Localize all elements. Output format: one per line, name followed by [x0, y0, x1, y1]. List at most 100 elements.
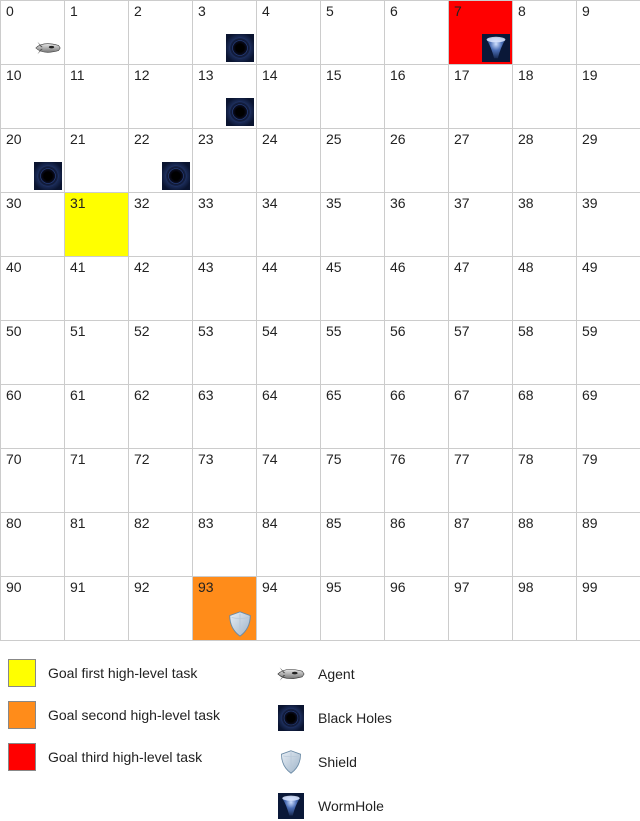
cell-number: 71 — [70, 451, 86, 467]
grid-cell: 30 — [1, 193, 65, 257]
grid-cell: 96 — [385, 577, 449, 641]
cell-number: 17 — [454, 67, 470, 83]
legend-row: WormHole — [276, 791, 392, 821]
cell-number: 25 — [326, 131, 342, 147]
cell-number: 23 — [198, 131, 214, 147]
cell-number: 78 — [518, 451, 534, 467]
grid-cell: 20 — [1, 129, 65, 193]
shield-icon — [226, 610, 254, 638]
cell-number: 48 — [518, 259, 534, 275]
grid-cell: 66 — [385, 385, 449, 449]
blackhole-icon — [276, 703, 306, 733]
cell-number: 81 — [70, 515, 86, 531]
grid-cell: 13 — [193, 65, 257, 129]
grid-cell: 31 — [65, 193, 129, 257]
cell-number: 87 — [454, 515, 470, 531]
shield-icon — [276, 747, 306, 777]
grid-cell: 21 — [65, 129, 129, 193]
cell-number: 56 — [390, 323, 406, 339]
grid-cell: 1 — [65, 1, 129, 65]
grid-cell: 27 — [449, 129, 513, 193]
cell-number: 92 — [134, 579, 150, 595]
cell-number: 55 — [326, 323, 342, 339]
cell-number: 26 — [390, 131, 406, 147]
grid-cell: 71 — [65, 449, 129, 513]
blackhole-icon — [226, 98, 254, 126]
grid-cell: 69 — [577, 385, 640, 449]
grid-cell: 49 — [577, 257, 640, 321]
grid-cell: 12 — [129, 65, 193, 129]
grid-cell: 5 — [321, 1, 385, 65]
grid-cell: 50 — [1, 321, 65, 385]
grid-cell: 0 — [1, 1, 65, 65]
legend-row: Agent — [276, 659, 392, 689]
grid-cell: 10 — [1, 65, 65, 129]
grid-cell: 64 — [257, 385, 321, 449]
grid-cell: 79 — [577, 449, 640, 513]
grid-cell: 37 — [449, 193, 513, 257]
legend-label: Agent — [318, 666, 355, 682]
grid-cell: 99 — [577, 577, 640, 641]
cell-number: 62 — [134, 387, 150, 403]
cell-number: 10 — [6, 67, 22, 83]
grid-cell: 7 — [449, 1, 513, 65]
grid: 0 123 4567 8910111213 — [0, 0, 640, 641]
legend-swatch — [8, 701, 36, 729]
cell-number: 4 — [262, 3, 270, 19]
grid-cell: 70 — [1, 449, 65, 513]
legend-row: Shield — [276, 747, 392, 777]
cell-number: 34 — [262, 195, 278, 211]
cell-number: 88 — [518, 515, 534, 531]
cell-number: 91 — [70, 579, 86, 595]
cell-number: 39 — [582, 195, 598, 211]
grid-cell: 14 — [257, 65, 321, 129]
grid-cell: 38 — [513, 193, 577, 257]
cell-number: 31 — [70, 195, 86, 211]
cell-number: 42 — [134, 259, 150, 275]
cell-number: 65 — [326, 387, 342, 403]
cell-number: 70 — [6, 451, 22, 467]
grid-cell: 80 — [1, 513, 65, 577]
cell-number: 47 — [454, 259, 470, 275]
grid-cell: 8 — [513, 1, 577, 65]
cell-number: 90 — [6, 579, 22, 595]
cell-number: 53 — [198, 323, 214, 339]
cell-number: 66 — [390, 387, 406, 403]
cell-number: 59 — [582, 323, 598, 339]
grid-cell: 19 — [577, 65, 640, 129]
cell-number: 37 — [454, 195, 470, 211]
grid-cell: 59 — [577, 321, 640, 385]
cell-number: 93 — [198, 579, 214, 595]
grid-cell: 4 — [257, 1, 321, 65]
cell-number: 41 — [70, 259, 86, 275]
grid-cell: 29 — [577, 129, 640, 193]
grid-cell: 44 — [257, 257, 321, 321]
grid-cell: 34 — [257, 193, 321, 257]
cell-number: 33 — [198, 195, 214, 211]
grid-cell: 23 — [193, 129, 257, 193]
grid-cell: 68 — [513, 385, 577, 449]
cell-number: 79 — [582, 451, 598, 467]
grid-cell: 94 — [257, 577, 321, 641]
blackhole-icon — [226, 34, 254, 62]
grid-cell: 73 — [193, 449, 257, 513]
cell-number: 28 — [518, 131, 534, 147]
cell-number: 67 — [454, 387, 470, 403]
cell-number: 18 — [518, 67, 534, 83]
grid-cell: 2 — [129, 1, 193, 65]
legend-row: Goal second high-level task — [8, 701, 220, 729]
grid-cell: 46 — [385, 257, 449, 321]
agent-icon — [34, 34, 62, 62]
grid-cell: 89 — [577, 513, 640, 577]
grid-cell: 97 — [449, 577, 513, 641]
grid-cell: 28 — [513, 129, 577, 193]
cell-number: 54 — [262, 323, 278, 339]
cell-number: 1 — [70, 3, 78, 19]
cell-number: 8 — [518, 3, 526, 19]
grid-cell: 84 — [257, 513, 321, 577]
grid-cell: 93 — [193, 577, 257, 641]
cell-number: 19 — [582, 67, 598, 83]
grid-cell: 41 — [65, 257, 129, 321]
cell-number: 24 — [262, 131, 278, 147]
cell-number: 98 — [518, 579, 534, 595]
